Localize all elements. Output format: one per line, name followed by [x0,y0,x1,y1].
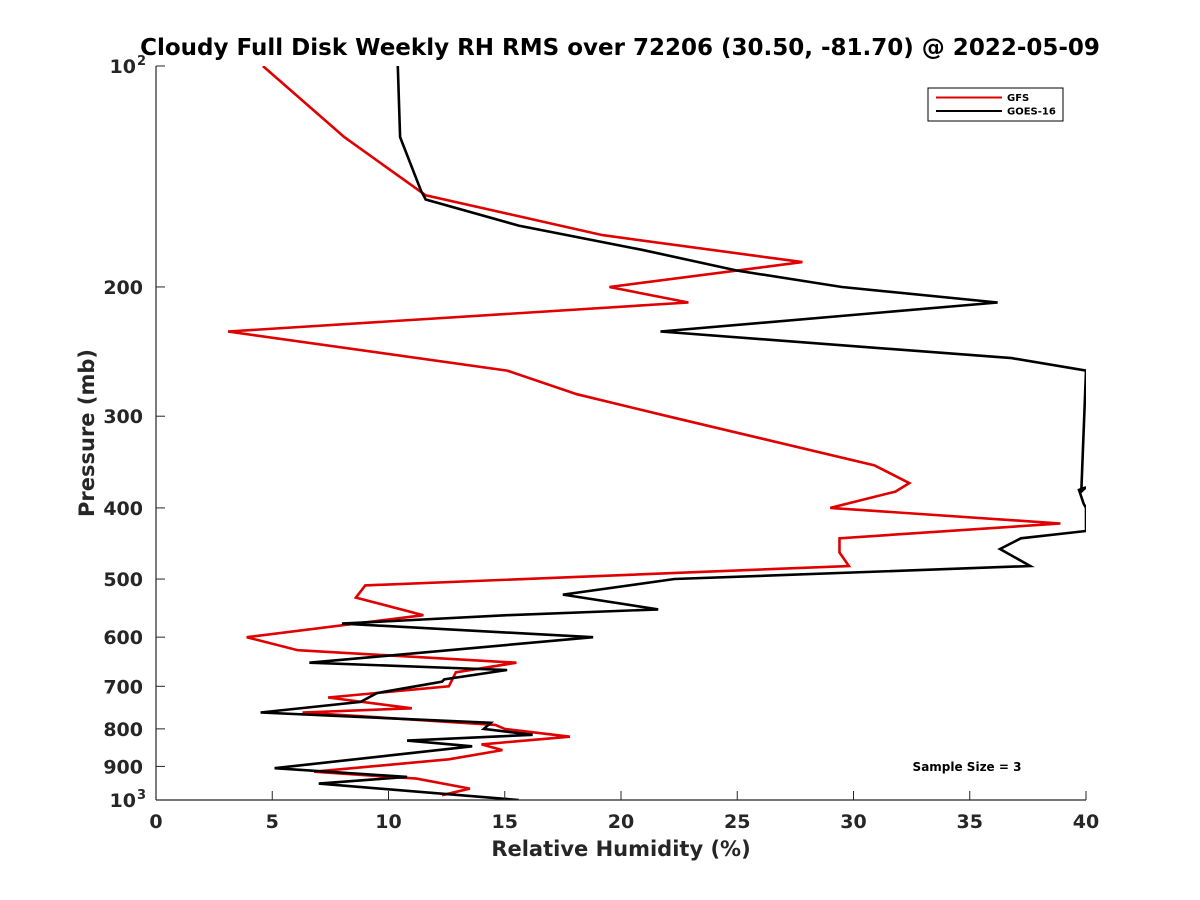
y-tick-label: 300 [103,406,143,428]
plot-area [156,66,1086,800]
y-tick-exponent: 3 [137,788,146,803]
y-tick-label: 10 [110,56,136,78]
y-tick-label: 600 [103,627,143,649]
y-tick-label: 200 [103,277,143,299]
legend: GFS GOES-16 [927,87,1064,122]
series-line-gfs [227,66,1061,797]
x-tick-label: 35 [957,811,983,833]
y-tick-label: 700 [103,676,143,698]
x-tick-label: 10 [375,811,401,833]
sample-size-annotation: Sample Size = 3 [913,760,1022,774]
y-tick-label: 800 [103,719,143,741]
x-tick-label: 40 [1073,811,1099,833]
legend-label-gfs: GFS [1007,93,1029,104]
y-tick-label: 500 [103,569,143,591]
x-tick-label: 30 [840,811,866,833]
y-axis-label: Pressure (mb) [75,349,99,517]
legend-box [927,87,1064,122]
x-tick-label: 0 [149,811,162,833]
y-tick-label: 900 [103,756,143,778]
y-tick-label: 400 [103,498,143,520]
y-tick-label: 10 [110,790,136,812]
series-layer [227,66,1086,800]
x-tick-label: 15 [492,811,518,833]
x-tick-label: 25 [724,811,750,833]
legend-label-goes16: GOES-16 [1007,107,1056,118]
chart-title: Cloudy Full Disk Weekly RH RMS over 7220… [140,35,1100,61]
x-axis-label: Relative Humidity (%) [491,837,750,861]
y-tick-exponent: 2 [137,54,146,69]
x-tick-label: 5 [266,811,279,833]
series-line-goes16 [260,66,1086,800]
x-tick-label: 20 [608,811,634,833]
